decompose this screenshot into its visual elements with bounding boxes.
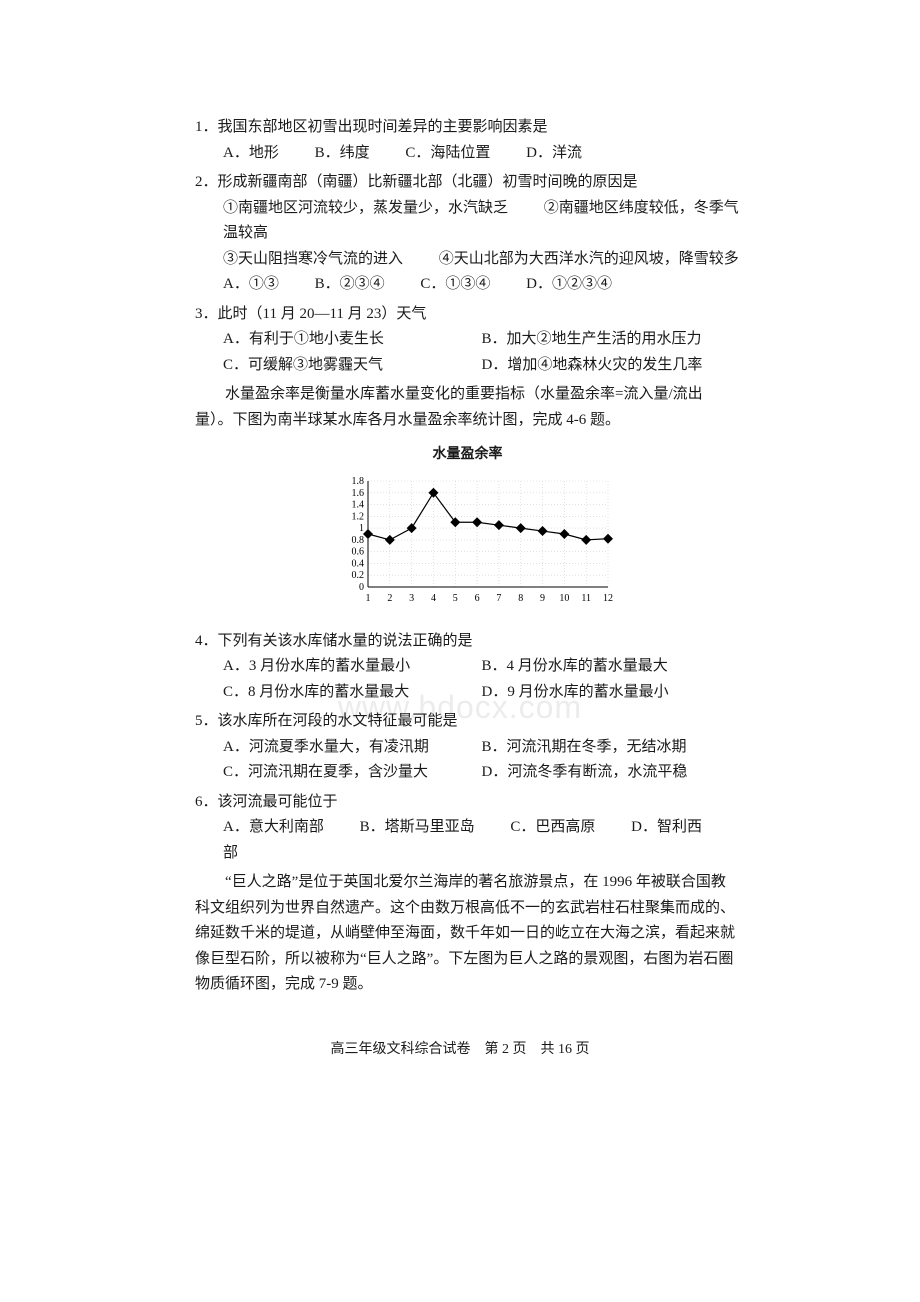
q3-stem: 3．此时（11 月 20—11 月 23）天气	[195, 302, 740, 328]
svg-text:6: 6	[474, 593, 479, 604]
question-1: 1．我国东部地区初雪出现时间差异的主要影响因素是 A．地形 B．纬度 C．海陆位…	[195, 115, 740, 166]
svg-text:8: 8	[518, 593, 523, 604]
q4-opt-b: B．4 月份水库的蓄水量最大	[482, 654, 741, 680]
q2-opt-c: C．①③④	[420, 276, 490, 292]
q5-opt-d: D．河流冬季有断流，水流平稳	[482, 760, 741, 786]
q2-sub4: ④天山北部为大西洋水汽的迎风坡，降雪较多	[439, 251, 739, 267]
svg-text:0.6: 0.6	[351, 546, 364, 557]
q4-options: A．3 月份水库的蓄水量最小 B．4 月份水库的蓄水量最大 C．8 月份水库的蓄…	[195, 654, 740, 705]
question-6: 6．该河流最可能位于 A．意大利南部 B．塔斯马里亚岛 C．巴西高原 D．智利西…	[195, 790, 740, 867]
q6-opt-c: C．巴西高原	[510, 819, 595, 835]
q1-options: A．地形 B．纬度 C．海陆位置 D．洋流	[195, 141, 740, 167]
svg-text:1.4: 1.4	[351, 499, 364, 510]
q5-opt-a: A．河流夏季水量大，有凌汛期	[223, 735, 482, 761]
q1-stem: 1．我国东部地区初雪出现时间差异的主要影响因素是	[195, 115, 740, 141]
passage-reservoir: 水量盈余率是衡量水库蓄水量变化的重要指标（水量盈余率=流入量/流出量）。下图为南…	[195, 382, 740, 433]
q1-opt-a: A．地形	[223, 145, 279, 161]
q5-options: A．河流夏季水量大，有凌汛期 B．河流汛期在冬季，无结冰期 C．河流汛期在夏季，…	[195, 735, 740, 786]
q4-opt-c: C．8 月份水库的蓄水量最大	[223, 680, 482, 706]
q2-sub1: ①南疆地区河流较少，蒸发量少，水汽缺乏	[223, 200, 508, 216]
q6-stem: 6．该河流最可能位于	[195, 790, 740, 816]
svg-text:0.4: 0.4	[351, 558, 364, 569]
q2-stem: 2．形成新疆南部（南疆）比新疆北部（北疆）初雪时间晚的原因是	[195, 170, 740, 196]
svg-text:7: 7	[496, 593, 501, 604]
q4-stem: 4．下列有关该水库储水量的说法正确的是	[195, 629, 740, 655]
q2-sub-row1: ①南疆地区河流较少，蒸发量少，水汽缺乏 ②南疆地区纬度较低，冬季气温较高	[195, 196, 740, 247]
q1-opt-c: C．海陆位置	[405, 145, 490, 161]
q5-opt-c: C．河流汛期在夏季，含沙量大	[223, 760, 482, 786]
q4-opt-d: D．9 月份水库的蓄水量最小	[482, 680, 741, 706]
svg-text:0.8: 0.8	[351, 535, 364, 546]
svg-text:4: 4	[430, 593, 435, 604]
q3-options: A．有利于①地小麦生长 B．加大②地生产生活的用水压力 C．可缓解③地雾霾天气 …	[195, 327, 740, 378]
question-3: 3．此时（11 月 20—11 月 23）天气 A．有利于①地小麦生长 B．加大…	[195, 302, 740, 379]
svg-text:11: 11	[581, 593, 591, 604]
chart-title: 水量盈余率	[195, 443, 740, 467]
question-2: 2．形成新疆南部（南疆）比新疆北部（北疆）初雪时间晚的原因是 ①南疆地区河流较少…	[195, 170, 740, 298]
svg-text:1.6: 1.6	[351, 488, 364, 499]
svg-text:0: 0	[359, 582, 364, 593]
reservoir-chart: 00.20.40.60.811.21.41.61.812345678910111…	[318, 471, 618, 611]
q3-opt-d: D．增加④地森林火灾的发生几率	[482, 353, 741, 379]
q6-opt-a: A．意大利南部	[223, 819, 324, 835]
svg-text:1.8: 1.8	[351, 476, 364, 487]
question-5: 5．该水库所在河段的水文特征最可能是 A．河流夏季水量大，有凌汛期 B．河流汛期…	[195, 709, 740, 786]
svg-text:1: 1	[359, 523, 364, 534]
svg-text:3: 3	[409, 593, 414, 604]
q5-stem: 5．该水库所在河段的水文特征最可能是	[195, 709, 740, 735]
svg-text:1.2: 1.2	[351, 511, 364, 522]
question-4: 4．下列有关该水库储水量的说法正确的是 A．3 月份水库的蓄水量最小 B．4 月…	[195, 629, 740, 706]
svg-text:2: 2	[387, 593, 392, 604]
svg-text:5: 5	[452, 593, 457, 604]
q3-opt-c: C．可缓解③地雾霾天气	[223, 353, 482, 379]
q2-sub3: ③天山阻挡寒冷气流的进入	[223, 251, 403, 267]
svg-text:12: 12	[603, 593, 613, 604]
q6-opt-b: B．塔斯马里亚岛	[360, 819, 475, 835]
svg-text:0.2: 0.2	[351, 570, 364, 581]
page-footer: 高三年级文科综合试卷 第 2 页 共 16 页	[0, 1038, 920, 1062]
passage-giants-causeway: “巨人之路”是位于英国北爱尔兰海岸的著名旅游景点，在 1996 年被联合国教科文…	[195, 870, 740, 998]
q2-opt-b: B．②③④	[315, 276, 385, 292]
page-content: 1．我国东部地区初雪出现时间差异的主要影响因素是 A．地形 B．纬度 C．海陆位…	[195, 115, 740, 998]
q2-options: A．①③ B．②③④ C．①③④ D．①②③④	[195, 272, 740, 298]
q2-opt-a: A．①③	[223, 276, 279, 292]
q2-sub-row2: ③天山阻挡寒冷气流的进入 ④天山北部为大西洋水汽的迎风坡，降雪较多	[195, 247, 740, 273]
svg-text:10: 10	[559, 593, 569, 604]
q1-opt-d: D．洋流	[526, 145, 582, 161]
q5-opt-b: B．河流汛期在冬季，无结冰期	[482, 735, 741, 761]
svg-text:9: 9	[540, 593, 545, 604]
q1-opt-b: B．纬度	[315, 145, 370, 161]
svg-text:1: 1	[365, 593, 370, 604]
q3-opt-b: B．加大②地生产生活的用水压力	[482, 327, 741, 353]
q3-opt-a: A．有利于①地小麦生长	[223, 327, 482, 353]
q6-options: A．意大利南部 B．塔斯马里亚岛 C．巴西高原 D．智利西部	[195, 815, 740, 866]
q2-opt-d: D．①②③④	[526, 276, 612, 292]
chart-container: 00.20.40.60.811.21.41.61.812345678910111…	[195, 471, 740, 611]
q4-opt-a: A．3 月份水库的蓄水量最小	[223, 654, 482, 680]
